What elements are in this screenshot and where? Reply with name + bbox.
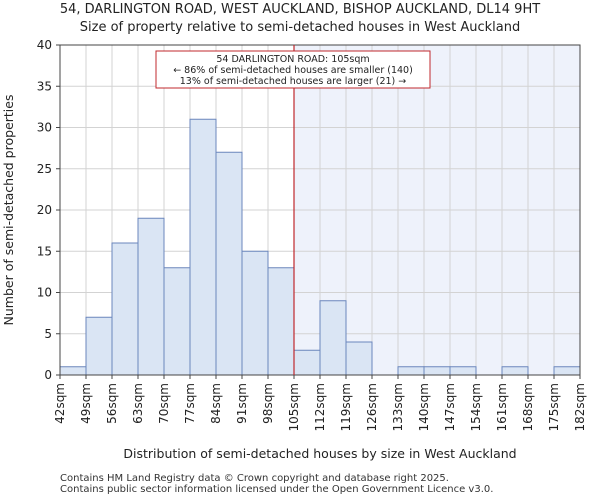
x-tick-label: 133sqm — [391, 383, 405, 431]
annotation-box: 54 DARLINGTON ROAD: 105sqm ← 86% of semi… — [155, 50, 431, 89]
x-tick-label: 112sqm — [313, 383, 327, 431]
x-tick-label: 147sqm — [443, 383, 457, 431]
bar — [319, 300, 347, 376]
bar — [397, 366, 425, 376]
bar — [189, 118, 217, 376]
bar — [241, 250, 269, 376]
x-tick-label: 70sqm — [157, 383, 171, 424]
x-tick-label: 119sqm — [339, 383, 353, 431]
y-tick-label: 10 — [37, 286, 52, 300]
y-tick-label: 15 — [37, 244, 52, 258]
bar — [423, 366, 451, 376]
annotation-line-2: ← 86% of semi-detached houses are smalle… — [173, 65, 413, 76]
x-tick-label: 140sqm — [417, 383, 431, 431]
x-tick-label: 154sqm — [469, 383, 483, 431]
bar — [59, 366, 87, 376]
y-tick-label: 20 — [37, 203, 52, 217]
bar — [449, 366, 477, 376]
y-tick-label: 30 — [37, 121, 52, 135]
y-tick-label: 40 — [37, 38, 52, 52]
bar — [85, 316, 113, 376]
annotation-line-1: 54 DARLINGTON ROAD: 105sqm — [216, 54, 369, 65]
bar — [293, 349, 321, 376]
bar — [137, 217, 165, 376]
y-tick-label: 0 — [44, 368, 52, 382]
bar — [345, 341, 373, 376]
x-tick-label: 49sqm — [79, 383, 93, 424]
bar — [163, 267, 191, 376]
x-tick-label: 56sqm — [105, 383, 119, 424]
footer-line-2: Contains public sector information licen… — [60, 484, 494, 495]
x-tick-label: 84sqm — [209, 383, 223, 424]
y-tick-label: 35 — [37, 79, 52, 93]
y-tick-label: 5 — [44, 327, 52, 341]
x-tick-label: 98sqm — [261, 383, 275, 424]
chart-title: 54, DARLINGTON ROAD, WEST AUCKLAND, BISH… — [59, 2, 541, 17]
x-tick-label: 91sqm — [235, 383, 249, 424]
x-tick-label: 126sqm — [365, 383, 379, 431]
x-tick-label: 175sqm — [547, 383, 561, 431]
bars — [59, 118, 581, 376]
footer-line-1: Contains HM Land Registry data © Crown c… — [60, 473, 449, 484]
x-tick-label: 168sqm — [521, 383, 535, 431]
bar — [267, 267, 295, 376]
axes — [56, 44, 581, 379]
chart-subtitle: Size of property relative to semi-detach… — [79, 20, 521, 35]
x-tick-label: 161sqm — [495, 383, 509, 431]
x-tick-label: 182sqm — [573, 383, 587, 431]
bar — [553, 366, 581, 376]
x-tick-label: 105sqm — [287, 383, 301, 431]
x-tick-labels: 42sqm 49sqm 56sqm 63sqm 70sqm 77sqm 84sqm 91sqm… — [53, 383, 587, 431]
x-tick-label: 42sqm — [53, 383, 67, 424]
x-tick-label: 63sqm — [131, 383, 145, 424]
bar — [215, 151, 243, 376]
annotation-line-3: 13% of semi-detached houses are larger (… — [180, 76, 407, 87]
x-tick-label: 77sqm — [183, 383, 197, 424]
bar — [111, 242, 139, 376]
y-tick-labels: 0 5 10 15 20 25 30 35 40 — [37, 38, 52, 382]
x-axis-label: Distribution of semi-detached houses by … — [123, 446, 516, 461]
y-tick-label: 25 — [37, 162, 52, 176]
y-axis-label: Number of semi-detached properties — [1, 95, 16, 326]
bar — [501, 366, 529, 376]
